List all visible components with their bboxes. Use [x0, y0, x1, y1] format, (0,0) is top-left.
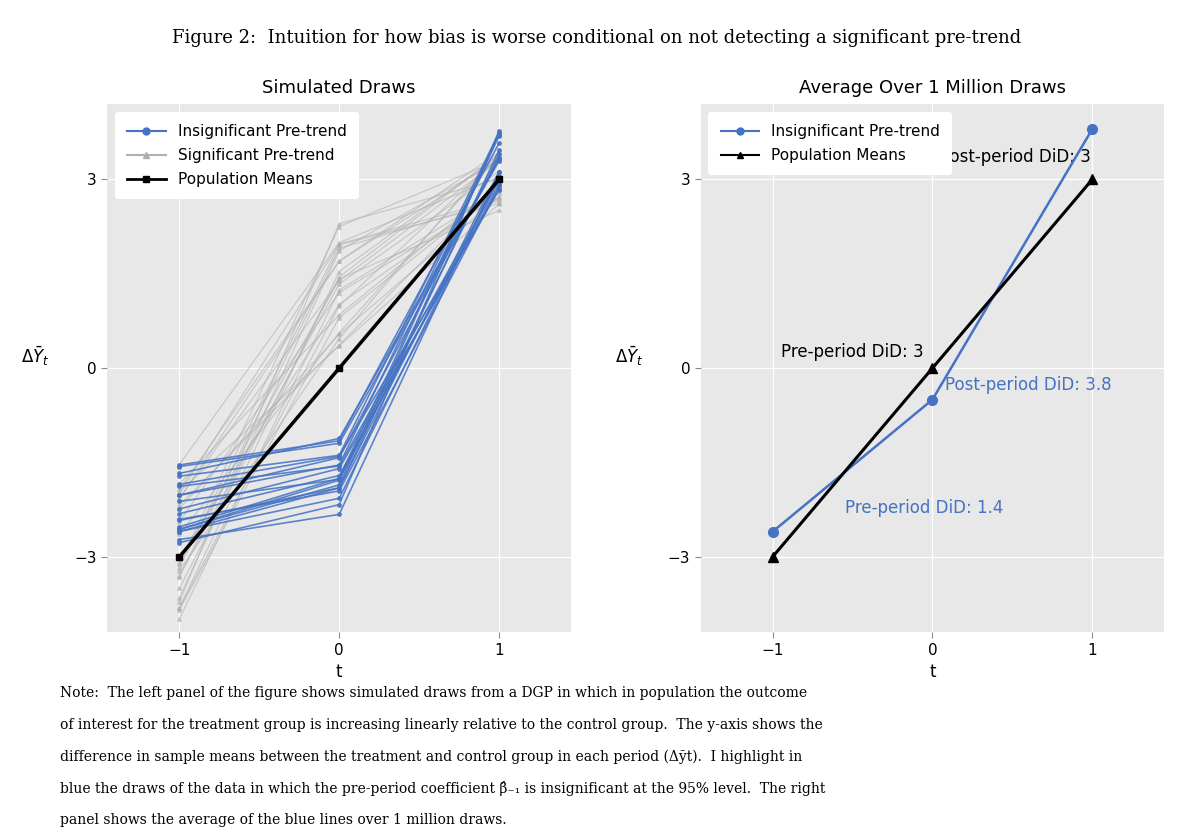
Y-axis label: $\Delta\bar{Y}_t$: $\Delta\bar{Y}_t$: [615, 344, 644, 368]
Title: Average Over 1 Million Draws: Average Over 1 Million Draws: [799, 79, 1066, 97]
Y-axis label: $\Delta\bar{Y}_t$: $\Delta\bar{Y}_t$: [21, 344, 50, 368]
Text: Post-period DiD: 3: Post-period DiD: 3: [941, 148, 1091, 166]
Legend: Insignificant Pre-trend, Significant Pre-trend, Population Means: Insignificant Pre-trend, Significant Pre…: [115, 111, 359, 200]
Text: difference in sample means between the treatment and control group in each perio: difference in sample means between the t…: [60, 750, 802, 764]
Text: Post-period DiD: 3.8: Post-period DiD: 3.8: [946, 376, 1112, 394]
Text: Note:  The left panel of the figure shows simulated draws from a DGP in which in: Note: The left panel of the figure shows…: [60, 686, 807, 701]
Text: Pre-period DiD: 1.4: Pre-period DiD: 1.4: [844, 499, 1003, 517]
Text: of interest for the treatment group is increasing linearly relative to the contr: of interest for the treatment group is i…: [60, 718, 823, 732]
Legend: Insignificant Pre-trend, Population Means: Insignificant Pre-trend, Population Mean…: [708, 111, 952, 176]
Text: Figure 2:  Intuition for how bias is worse conditional on not detecting a signif: Figure 2: Intuition for how bias is wors…: [172, 29, 1022, 47]
Text: Pre-period DiD: 3: Pre-period DiD: 3: [781, 343, 923, 361]
Text: panel shows the average of the blue lines over 1 million draws.: panel shows the average of the blue line…: [60, 813, 506, 827]
Text: blue the draws of the data in which the pre-period coefficient β̂₋₁ is insignifi: blue the draws of the data in which the …: [60, 781, 825, 796]
X-axis label: t: t: [929, 663, 936, 681]
X-axis label: t: t: [336, 663, 343, 681]
Title: Simulated Draws: Simulated Draws: [263, 79, 416, 97]
